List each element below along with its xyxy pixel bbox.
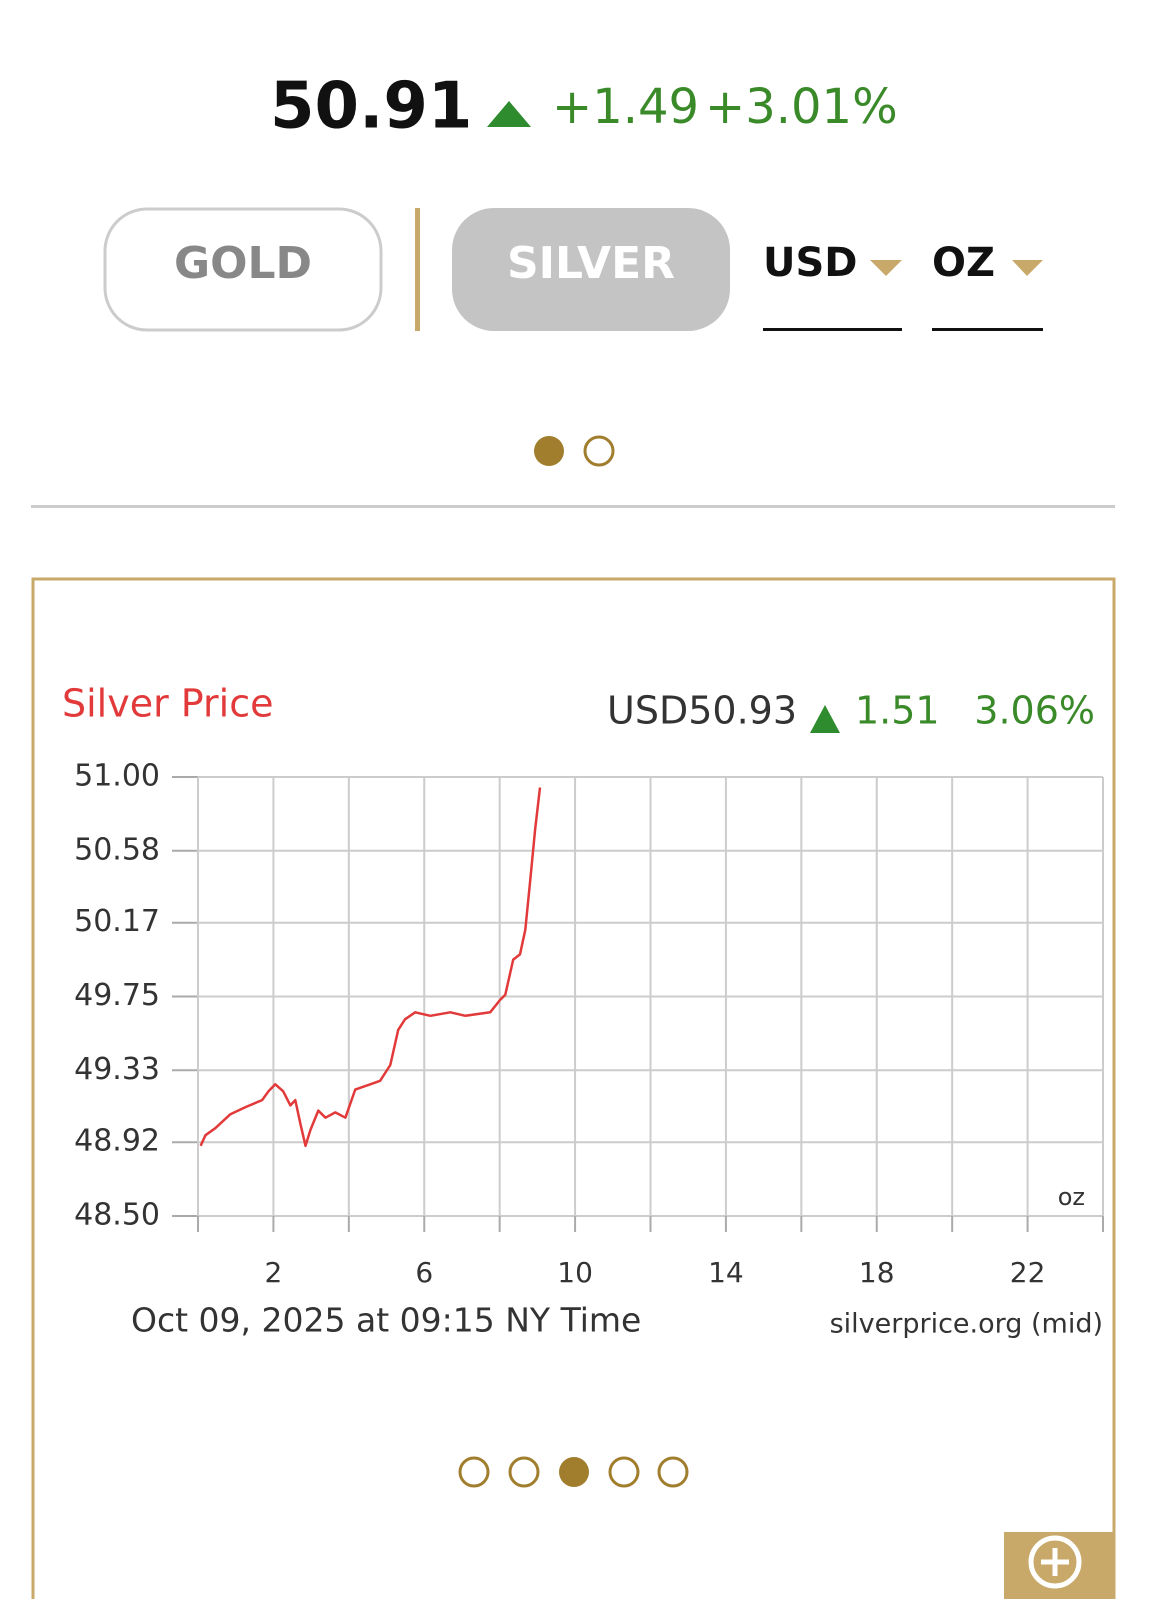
separator [31,505,1115,508]
page-dot[interactable] [508,1456,540,1488]
x-tick-label: 18 [859,1256,895,1289]
y-tick-label: 48.92 [74,1124,160,1159]
unit-label: oz [1058,1183,1085,1211]
x-tick-label: 6 [415,1256,433,1289]
chart-price: USD50.93 [607,689,797,733]
up-arrow [810,705,840,733]
x-tick-label: 22 [1010,1256,1046,1289]
page-dot[interactable] [583,435,615,467]
x-tick-label: 2 [265,1256,283,1289]
y-tick-label: 48.50 [74,1198,160,1233]
caret[interactable] [1012,260,1043,276]
page-dot[interactable] [458,1456,490,1488]
page-dot-active[interactable] [534,436,564,466]
divider [415,208,420,331]
gold-tab[interactable] [103,207,383,332]
timestamp: Oct 09, 2025 at 09:15 NY Time [131,1301,641,1340]
source: silverprice.org (mid) [830,1309,1103,1340]
silver-tab-label[interactable]: SILVER [507,238,675,289]
chart-change: 1.51 [855,689,940,733]
chart-change-percent: 3.06% [974,689,1095,733]
page-dot[interactable] [657,1456,689,1488]
up-arrow [487,101,531,127]
unit-select[interactable]: OZ [932,240,995,286]
underline [763,328,902,331]
currency-select[interactable]: USD [763,240,858,286]
expand-button[interactable] [1004,1532,1114,1599]
gold-tab-label[interactable]: GOLD [174,238,312,289]
price: 50.91 [270,70,472,144]
x-tick-label: 14 [708,1256,744,1289]
page-dot-active[interactable] [559,1457,589,1487]
change: +1.49 [552,79,699,135]
chart-title: Silver Price [62,682,274,726]
y-tick-label: 50.58 [74,832,160,867]
x-tick-label: 10 [557,1256,593,1289]
change-percent: +3.01% [705,79,898,135]
chart-card [31,577,1116,1599]
y-tick-label: 51.00 [74,759,160,794]
underline [932,328,1043,331]
silver-tab[interactable] [452,208,730,331]
page-dot[interactable] [608,1456,640,1488]
y-tick-label: 49.75 [74,978,160,1013]
y-tick-label: 50.17 [74,904,160,939]
y-tick-label: 49.33 [74,1052,160,1087]
price-line [199,787,542,1148]
caret[interactable] [870,260,902,276]
chart: Silver Price USD50.93 1.51 3.06% oz Oct … [62,682,1104,1340]
